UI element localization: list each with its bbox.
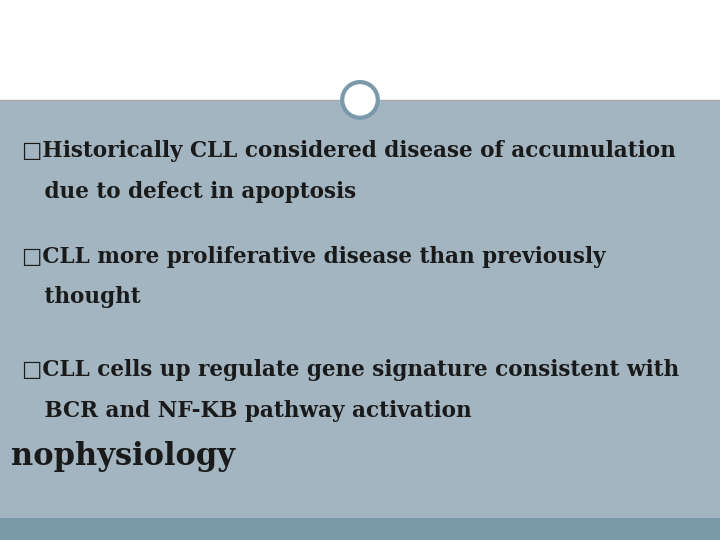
Text: BCR and NF-KB pathway activation: BCR and NF-KB pathway activation xyxy=(22,400,471,422)
Text: □CLL more proliferative disease than previously: □CLL more proliferative disease than pre… xyxy=(22,246,605,268)
Text: □CLL cells up regulate gene signature consistent with: □CLL cells up regulate gene signature co… xyxy=(22,359,679,381)
Bar xyxy=(0,0,720,100)
Text: nophysiology: nophysiology xyxy=(11,442,235,472)
Ellipse shape xyxy=(342,82,378,118)
Bar xyxy=(0,100,720,518)
Text: □Historically CLL considered disease of accumulation: □Historically CLL considered disease of … xyxy=(22,140,675,163)
Text: due to defect in apoptosis: due to defect in apoptosis xyxy=(22,181,356,203)
Bar xyxy=(0,518,720,540)
Text: thought: thought xyxy=(22,286,140,308)
